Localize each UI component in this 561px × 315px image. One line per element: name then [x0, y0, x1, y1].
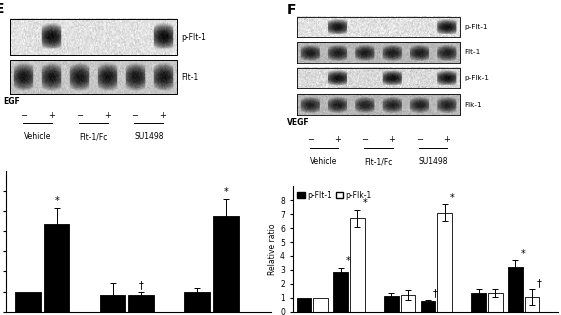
Text: EGF: EGF	[3, 97, 20, 106]
Y-axis label: Relative ratio: Relative ratio	[268, 223, 277, 275]
Bar	[15, 292, 41, 312]
Text: −: −	[131, 111, 139, 120]
Bar	[185, 292, 210, 312]
Text: *: *	[223, 187, 228, 197]
Text: Flk-1: Flk-1	[464, 101, 482, 108]
Bar	[333, 272, 348, 312]
Text: +: +	[443, 135, 450, 145]
Text: *: *	[362, 198, 367, 208]
Text: *: *	[54, 196, 59, 206]
Bar	[525, 297, 539, 312]
Text: −: −	[361, 135, 368, 145]
Text: −: −	[416, 135, 423, 145]
Text: †: †	[139, 280, 144, 290]
Text: E: E	[0, 2, 4, 16]
Bar	[471, 293, 486, 312]
Bar	[488, 293, 503, 312]
Bar	[44, 224, 70, 312]
Text: *: *	[346, 256, 350, 266]
Bar	[100, 295, 125, 312]
Text: SU1498: SU1498	[418, 157, 448, 166]
Bar	[384, 296, 399, 312]
Text: −: −	[76, 111, 82, 120]
Text: p-Flt-1: p-Flt-1	[464, 24, 488, 30]
Text: *: *	[520, 249, 525, 259]
Bar	[508, 267, 523, 312]
Text: +: +	[104, 111, 111, 120]
Bar	[128, 295, 154, 312]
Text: p-Flt-1: p-Flt-1	[181, 33, 206, 42]
Text: +: +	[334, 135, 341, 145]
Text: Flt-1: Flt-1	[181, 72, 198, 82]
Text: F: F	[287, 3, 297, 17]
Text: −: −	[307, 135, 314, 145]
Bar	[314, 298, 328, 312]
Text: Flt-1/Fc: Flt-1/Fc	[79, 132, 107, 141]
Text: VEGF: VEGF	[287, 117, 310, 127]
Text: Vehicle: Vehicle	[310, 157, 338, 166]
Text: Flt-1/Fc: Flt-1/Fc	[364, 157, 393, 166]
Bar	[350, 218, 365, 312]
Text: −: −	[20, 111, 27, 120]
Text: +: +	[159, 111, 166, 120]
Text: Flt-1: Flt-1	[464, 49, 480, 55]
Text: Vehicle: Vehicle	[24, 132, 51, 141]
Text: +: +	[48, 111, 55, 120]
Text: SU1498: SU1498	[134, 132, 164, 141]
Bar	[401, 295, 416, 312]
Text: †: †	[433, 289, 438, 299]
Text: p-Flk-1: p-Flk-1	[464, 75, 489, 81]
Bar	[297, 298, 311, 312]
Text: †: †	[537, 278, 542, 288]
Text: *: *	[450, 193, 454, 203]
Text: +: +	[389, 135, 396, 145]
Bar	[421, 301, 435, 312]
Bar	[438, 213, 452, 312]
Legend: p-Flt-1, p-Flk-1: p-Flt-1, p-Flk-1	[296, 190, 373, 201]
Bar	[213, 216, 238, 312]
